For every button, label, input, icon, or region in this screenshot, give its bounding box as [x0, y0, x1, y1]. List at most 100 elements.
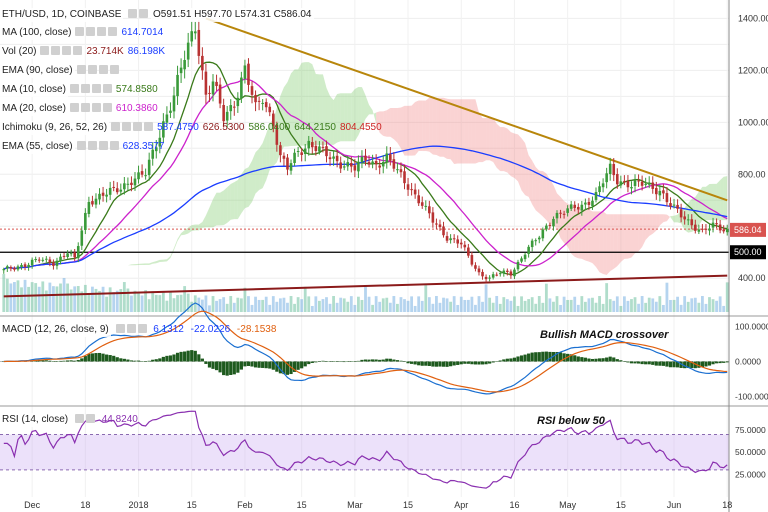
settings-icon[interactable] — [80, 103, 90, 112]
macd-histogram-bar — [239, 361, 243, 370]
macd-histogram-bar — [636, 361, 641, 364]
eye-icon[interactable] — [111, 122, 121, 131]
volume-bar — [442, 297, 445, 312]
candle-body — [172, 95, 176, 112]
time-tick-label: 16 — [509, 500, 519, 510]
volume-bar — [559, 304, 562, 312]
volume-bar — [151, 291, 155, 312]
volume-bar — [552, 301, 555, 312]
macd-histogram-bar — [459, 361, 463, 365]
volume-bar — [385, 297, 389, 312]
candle-body — [669, 203, 672, 207]
price-tick-label: 400.00 — [738, 273, 766, 283]
settings-icon[interactable] — [87, 65, 97, 74]
close-icon[interactable] — [133, 122, 143, 131]
macd-line — [3, 302, 728, 395]
eye-icon[interactable] — [115, 324, 125, 333]
volume-bar — [633, 297, 637, 312]
candle-body — [452, 238, 456, 240]
trendlines[interactable] — [0, 17, 729, 298]
volume-bar — [371, 304, 374, 312]
volume-bar — [275, 301, 279, 312]
cloud-segment — [223, 187, 228, 226]
more-icon[interactable] — [109, 141, 119, 150]
close-icon[interactable] — [97, 27, 107, 36]
macd-histogram-bar — [41, 360, 45, 362]
candle-body — [662, 190, 665, 194]
candle-body — [218, 84, 222, 104]
volume-bar — [360, 299, 364, 312]
trendline — [205, 17, 728, 202]
eye-icon[interactable] — [69, 84, 79, 93]
eye-icon[interactable] — [76, 141, 86, 150]
close-icon[interactable] — [98, 65, 108, 74]
macd-histogram-bar — [179, 351, 183, 362]
volume-bar — [449, 301, 453, 312]
eye-icon[interactable] — [75, 27, 85, 36]
volume-bar — [576, 304, 580, 312]
candle-body — [484, 276, 488, 280]
candle-body — [630, 186, 633, 189]
volume-bar — [317, 300, 321, 312]
macd-histogram-bar — [80, 358, 84, 362]
cloud-segment — [659, 214, 664, 226]
close-icon[interactable] — [91, 103, 101, 112]
close-icon[interactable] — [62, 46, 72, 55]
macd-histogram-bar — [115, 357, 119, 362]
macd-histogram-bar — [314, 361, 318, 363]
more-icon[interactable] — [109, 65, 119, 74]
candle-body — [566, 208, 569, 213]
eye-icon[interactable] — [74, 414, 84, 423]
cloud-segment — [252, 152, 256, 202]
settings-icon[interactable] — [86, 27, 96, 36]
eye-icon[interactable] — [76, 65, 86, 74]
cloud-segment — [588, 209, 593, 264]
macd-histogram-bar — [317, 361, 321, 362]
cloud-segment — [429, 97, 433, 155]
volume-bar — [555, 296, 559, 312]
settings-icon[interactable] — [122, 122, 132, 131]
macd-histogram-bar — [229, 361, 233, 375]
candle-body — [130, 182, 133, 186]
candle-body — [470, 255, 474, 265]
cloud-segment — [248, 160, 253, 207]
more-icon[interactable] — [102, 84, 112, 93]
eye-icon[interactable] — [69, 103, 79, 112]
close-icon[interactable] — [91, 84, 101, 93]
cloud-segment — [177, 233, 182, 241]
candle-body — [247, 63, 250, 85]
volume-bar — [328, 303, 332, 312]
close-icon[interactable] — [137, 324, 147, 333]
volume-bar — [534, 303, 538, 312]
macd-histogram-bar — [587, 358, 591, 362]
settings-icon[interactable] — [87, 141, 97, 150]
macd-histogram-bar — [413, 361, 417, 365]
macd-histogram-bar — [349, 361, 353, 362]
candle-body — [520, 258, 523, 262]
cloud-segment — [95, 269, 100, 271]
candle-body — [569, 204, 573, 209]
more-icon[interactable] — [102, 103, 112, 112]
macd-histogram-bar — [395, 360, 400, 362]
volume-bar — [658, 296, 662, 312]
volume-bar — [456, 304, 460, 312]
settings-icon[interactable] — [128, 9, 138, 18]
more-icon[interactable] — [108, 27, 118, 36]
settings-icon[interactable] — [51, 46, 61, 55]
candle-body — [353, 165, 357, 171]
volume-bar — [257, 299, 261, 312]
indicator-value: 628.3577 — [122, 141, 165, 152]
settings-icon[interactable] — [126, 324, 136, 333]
macd-histogram-bar — [335, 361, 339, 362]
eye-icon[interactable] — [40, 46, 50, 55]
macd-histogram-bar — [654, 361, 658, 366]
settings-icon[interactable] — [80, 84, 90, 93]
close-icon[interactable] — [98, 141, 108, 150]
settings-icon[interactable] — [85, 414, 95, 423]
candle-body — [87, 201, 91, 214]
more-icon[interactable] — [73, 46, 83, 55]
close-icon[interactable] — [139, 9, 149, 18]
cloud-segment — [347, 93, 352, 142]
more-icon[interactable] — [144, 122, 154, 131]
